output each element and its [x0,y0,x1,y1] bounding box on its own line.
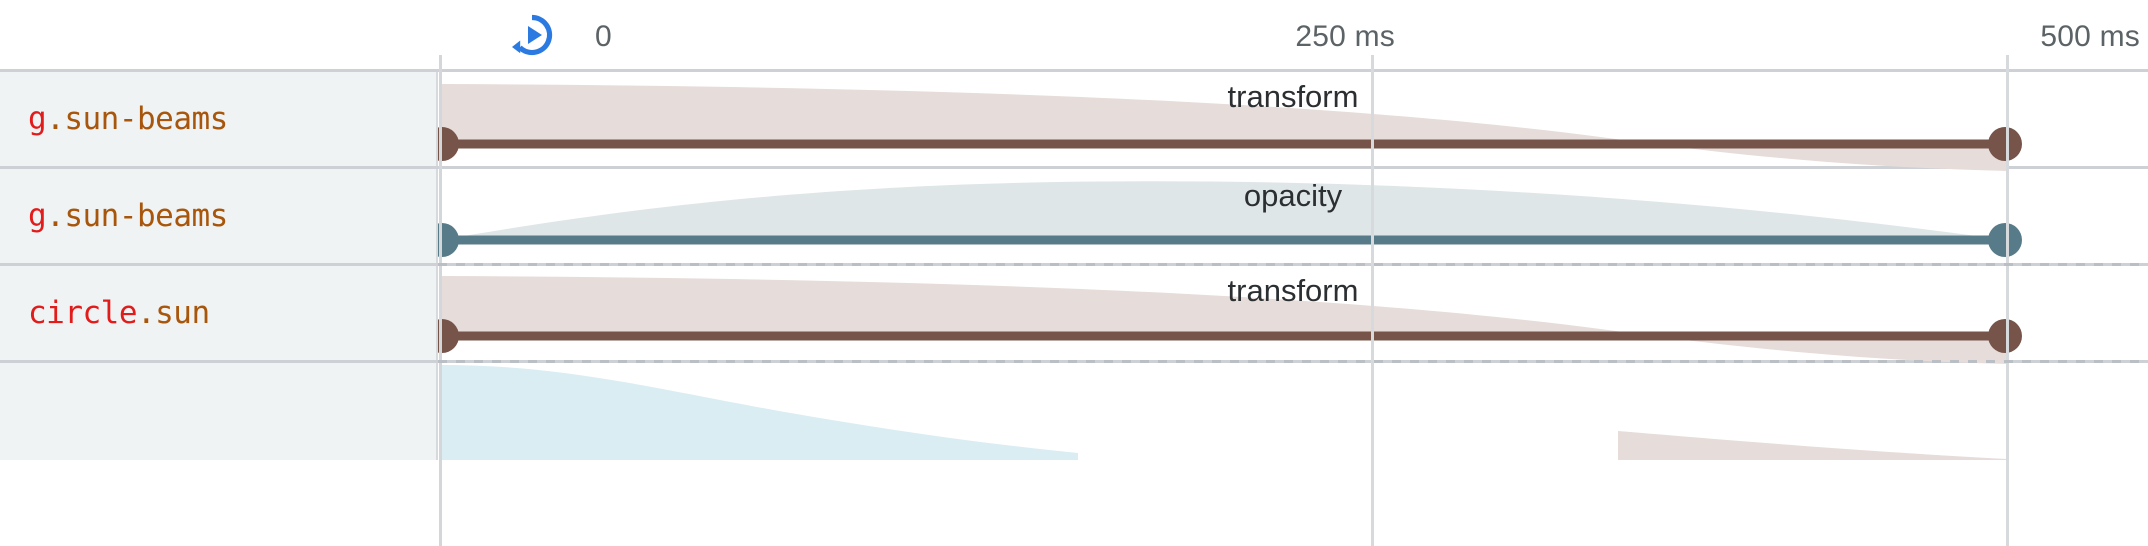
selector-class: .sun-beams [46,198,228,234]
animation-bar-transform[interactable] [425,72,2148,169]
animation-track-opacity[interactable]: opacity [425,169,2148,266]
animation-track-list: g.sun-beams transform g.sun-beams [0,72,2148,546]
keyframe-marker-end [1988,223,2022,257]
easing-band-partial [440,365,2007,460]
animation-row[interactable]: g.sun-beams transform [0,72,2148,171]
ruler-sidebar-spacer [0,0,438,69]
animation-target-cell[interactable]: g.sun-beams [0,169,438,263]
tick-label-500: 500 ms [2040,20,2140,53]
selector-element: g [28,198,47,234]
keyframe-marker-end [1988,127,2022,161]
animation-selector: circle.sun [0,295,210,331]
animation-bar-transform[interactable] [425,266,2148,363]
selector-element: circle [28,295,137,331]
selector-class: .sun [136,295,210,331]
keyframe-marker-end [1988,319,2022,353]
easing-band-transform [440,276,2008,364]
replay-icon-glyph [512,14,553,56]
replay-icon[interactable] [508,11,556,59]
animation-target-cell[interactable]: g.sun-beams [0,72,438,166]
animation-row[interactable]: g.sun-beams opacity [0,169,2148,266]
animation-target-cell[interactable] [0,363,438,460]
animation-track-transform[interactable]: transform [425,72,2148,171]
animation-bar-opacity[interactable] [425,169,2148,266]
selector-class: .sun-beams [46,101,228,137]
easing-band-opacity [440,181,2007,240]
tick-label-0: 0 [595,20,612,53]
tick-label-250: 250 ms [1295,20,1395,53]
easing-band-transform [440,84,2008,171]
animation-selector: g.sun-beams [0,198,228,234]
animation-selector: g.sun-beams [0,101,228,137]
animation-track-partial[interactable] [438,363,2148,460]
animation-target-cell[interactable]: circle.sun [0,266,438,360]
selector-element: g [28,101,47,137]
animation-row[interactable]: circle.sun transform [0,266,2148,364]
animation-track-transform[interactable]: transform [425,266,2148,364]
timeline-ruler[interactable]: 0 250 ms 500 ms [0,0,2148,72]
animation-row-partial[interactable] [0,363,2148,460]
